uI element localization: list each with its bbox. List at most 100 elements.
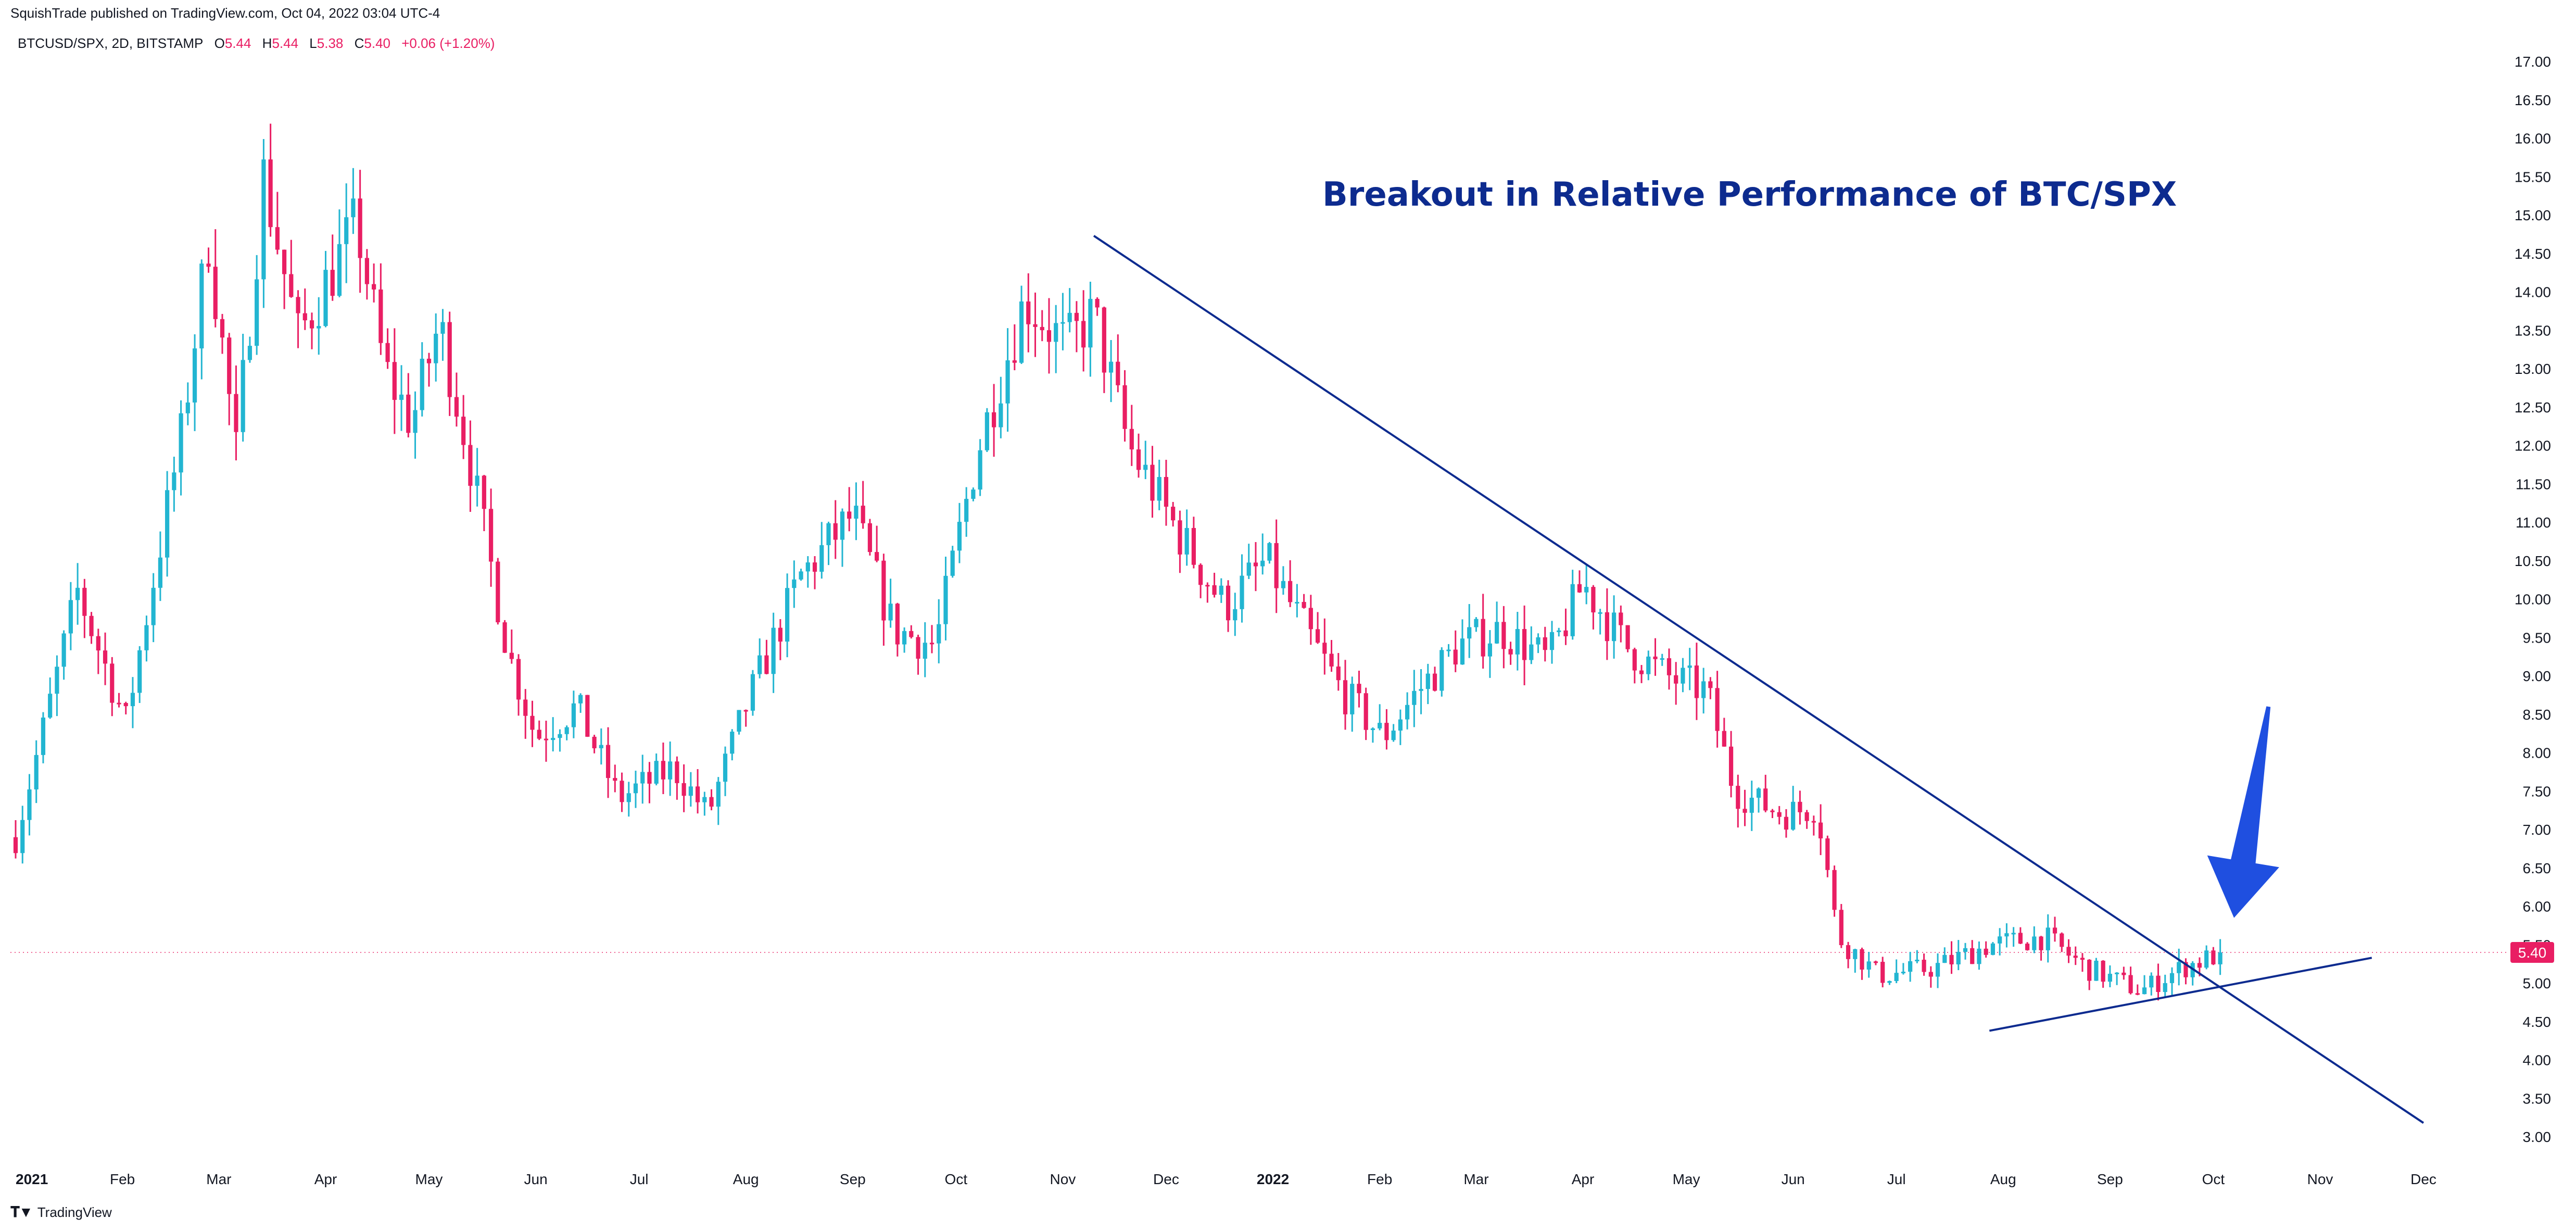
y-tick-label: 14.50 (2515, 246, 2551, 262)
arrow-icon[interactable] (2207, 706, 2279, 918)
candle-body (971, 489, 976, 499)
candle-body (496, 561, 500, 623)
candle-body (1198, 564, 1203, 585)
candle-body (523, 699, 528, 716)
candle-body (434, 333, 438, 363)
candle-body (1129, 429, 1134, 450)
open-label: O (214, 35, 225, 51)
trendlines-group[interactable] (1093, 235, 2425, 1124)
candle-body (1956, 951, 1961, 965)
candle-body (1935, 963, 1940, 977)
candle-body (1977, 948, 1981, 964)
symbol-label[interactable]: BTCUSD/SPX, 2D, BITSTAMP (18, 35, 204, 51)
candle-body (1522, 629, 1527, 660)
candle-body (1350, 684, 1355, 714)
y-axis[interactable]: 3.003.504.004.505.005.506.006.507.007.50… (2515, 54, 2551, 1145)
candle-body (2142, 987, 2147, 995)
candle-body (1722, 731, 1726, 747)
candle-body (1736, 786, 1740, 809)
candle-body (1157, 477, 1161, 501)
candle-body (1846, 945, 1851, 959)
trendline[interactable] (1093, 235, 2425, 1124)
candle-body (185, 402, 190, 413)
candle-body (1708, 681, 1713, 688)
candle-body (1274, 543, 1279, 588)
x-axis[interactable]: 2021 Feb Mar Apr May Jun Jul Aug Sep Oct Nov Dec 202… (16, 1171, 2436, 1187)
candle-body (1474, 619, 1479, 627)
candle-body (943, 575, 948, 624)
candle-body (385, 343, 390, 362)
candle-body (1798, 801, 1802, 812)
y-tick-label: 12.00 (2515, 438, 2551, 454)
candle-body (1894, 973, 1899, 981)
candle-body (626, 793, 631, 802)
candle-body (564, 727, 569, 734)
candle-body (1363, 693, 1368, 730)
x-tick-label: Oct (2202, 1171, 2225, 1187)
candle-body (957, 522, 962, 551)
candle-body (27, 789, 32, 820)
y-tick-label: 16.50 (2515, 92, 2551, 108)
y-tick-label: 9.00 (2523, 668, 2552, 684)
y-tick-label: 13.50 (2515, 322, 2551, 338)
candle-body (1240, 575, 1244, 609)
candle-body (1625, 625, 1630, 649)
candle-body (41, 717, 46, 755)
tradingview-logo-icon: 𝐓▼ (10, 1204, 33, 1220)
candle-body (1908, 961, 1913, 972)
footer-brand[interactable]: 𝐓▼ TradingView (10, 1204, 112, 1221)
annotation-arrow-group[interactable] (2207, 706, 2279, 918)
candle-body (544, 738, 549, 740)
candle-body (1536, 637, 1540, 645)
candle-body (1674, 675, 1678, 684)
candle-body (1508, 649, 1513, 655)
candle-body (344, 217, 349, 244)
candle-body (1357, 684, 1361, 694)
candle-body (937, 624, 941, 644)
candle-body (34, 755, 39, 789)
candle-body (861, 506, 865, 523)
candle-body (847, 511, 852, 519)
y-tick-label: 7.50 (2523, 783, 2552, 799)
candle-body (1487, 643, 1493, 657)
candle-body (688, 786, 693, 796)
footer-brand-text: TradingView (37, 1204, 112, 1220)
candle-body (2025, 944, 2030, 950)
annotation-title[interactable]: Breakout in Relative Performance of BTC/… (1322, 175, 2177, 214)
close-label: C (354, 35, 364, 51)
x-tick-label: 2021 (16, 1171, 48, 1187)
candle-body (241, 360, 245, 432)
candle-body (2183, 962, 2188, 977)
y-tick-label: 10.50 (2515, 553, 2551, 569)
candle-body (620, 781, 624, 802)
candle-body (923, 643, 927, 659)
candle-body (2087, 960, 2092, 981)
candle-body (640, 772, 645, 784)
candle-body (282, 249, 287, 274)
candle-body (123, 703, 128, 707)
candle-body (68, 600, 73, 634)
candle-body (1143, 464, 1148, 470)
candle-body (1398, 719, 1403, 731)
candle-body (1619, 612, 1623, 625)
candle-body (1081, 321, 1086, 348)
candle-body (716, 782, 721, 807)
trendline[interactable] (1989, 957, 2372, 1032)
candle-body (1653, 656, 1658, 659)
candle-body (213, 267, 218, 319)
candle-body (1984, 948, 1988, 955)
candle-body (144, 625, 149, 650)
candle-body (1529, 644, 1534, 660)
ohlc-legend: BTCUSD/SPX, 2D, BITSTAMP O5.44 H5.44 L5.… (18, 35, 502, 52)
x-tick-label: May (415, 1171, 443, 1187)
candle-body (488, 509, 494, 562)
candle-body (1446, 649, 1451, 651)
candle-body (875, 552, 879, 561)
candle-body (854, 506, 858, 519)
candle-body (323, 270, 328, 326)
candle-body (406, 394, 411, 433)
candle-body (1970, 948, 1975, 964)
candle-body (1998, 936, 2002, 944)
candle-body (1543, 637, 1547, 650)
